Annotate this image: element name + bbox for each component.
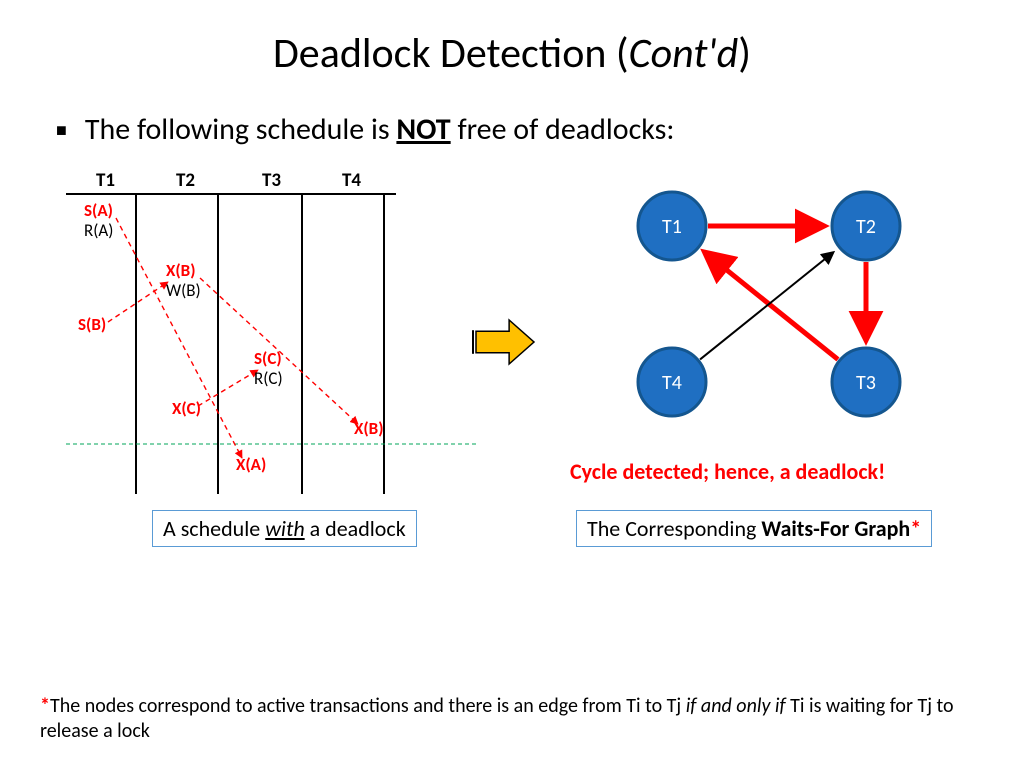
page-title: Deadlock Detection (Cont'd) (0, 0, 1024, 79)
bullet-text: The following schedule is NOT free of de… (85, 111, 675, 148)
svg-text:T1: T1 (662, 215, 682, 239)
svg-text:W(B): W(B) (166, 280, 201, 301)
svg-text:T3: T3 (856, 371, 876, 395)
svg-text:R(C): R(C) (254, 368, 283, 389)
bullet-icon: ■ (56, 119, 67, 141)
svg-text:T4: T4 (662, 371, 682, 395)
svg-text:R(A): R(A) (84, 220, 113, 241)
svg-text:S(B): S(B) (78, 314, 106, 335)
bullet-post: free of deadlocks: (451, 111, 675, 148)
svg-text:X(C): X(C) (172, 398, 201, 419)
svg-text:X(A): X(A) (236, 454, 266, 475)
cycle-detected-text: Cycle detected; hence, a deadlock! (570, 458, 885, 485)
schedule-caption-post: a deadlock (305, 515, 406, 542)
waits-for-graph: T1 T2 T4 T3 (600, 174, 940, 434)
schedule-svg: T1T2T3T4S(A)R(A)X(B)W(B)S(B)S(C)R(C)X(C)… (58, 166, 488, 506)
footnote-t1: The nodes correspond to active transacti… (50, 694, 686, 718)
schedule-caption-u: with (265, 515, 304, 542)
footnote-text: *The nodes correspond to active transact… (40, 694, 984, 744)
graph-svg: T1 T2 T4 T3 (600, 174, 940, 434)
graph-caption-pre: The Corresponding (587, 515, 761, 542)
title-main: Deadlock Detection ( (273, 28, 629, 79)
graph-caption-b: Waits-For Graph (761, 515, 910, 542)
svg-text:X(B): X(B) (166, 260, 195, 281)
svg-text:T2: T2 (856, 215, 876, 239)
svg-text:S(C): S(C) (254, 348, 282, 369)
content-area: T1T2T3T4S(A)R(A)X(B)W(B)S(B)S(C)R(C)X(C)… (0, 166, 1024, 596)
bullet-pre: The following schedule is (85, 111, 397, 148)
footnote-italic: if and only if (686, 694, 786, 718)
svg-text:T3: T3 (262, 169, 281, 192)
schedule-caption: A schedule with a deadlock (152, 510, 417, 547)
bullet-not: NOT (396, 111, 450, 148)
footnote-star: * (40, 694, 50, 718)
svg-text:S(A): S(A) (84, 200, 113, 221)
bullet-line: ■ The following schedule is NOT free of … (0, 79, 1024, 148)
graph-caption: The Corresponding Waits-For Graph* (576, 510, 932, 547)
svg-text:T1: T1 (96, 169, 115, 192)
implies-arrow-icon (472, 318, 536, 366)
svg-text:X(B): X(B) (354, 418, 383, 439)
schedule-diagram: T1T2T3T4S(A)R(A)X(B)W(B)S(B)S(C)R(C)X(C)… (58, 166, 438, 526)
title-italic: Cont'd (629, 28, 739, 79)
svg-text:T4: T4 (342, 169, 361, 192)
schedule-caption-pre: A schedule (163, 515, 265, 542)
title-close: ) (738, 28, 751, 79)
graph-caption-star: * (910, 515, 921, 542)
svg-text:T2: T2 (176, 169, 195, 192)
